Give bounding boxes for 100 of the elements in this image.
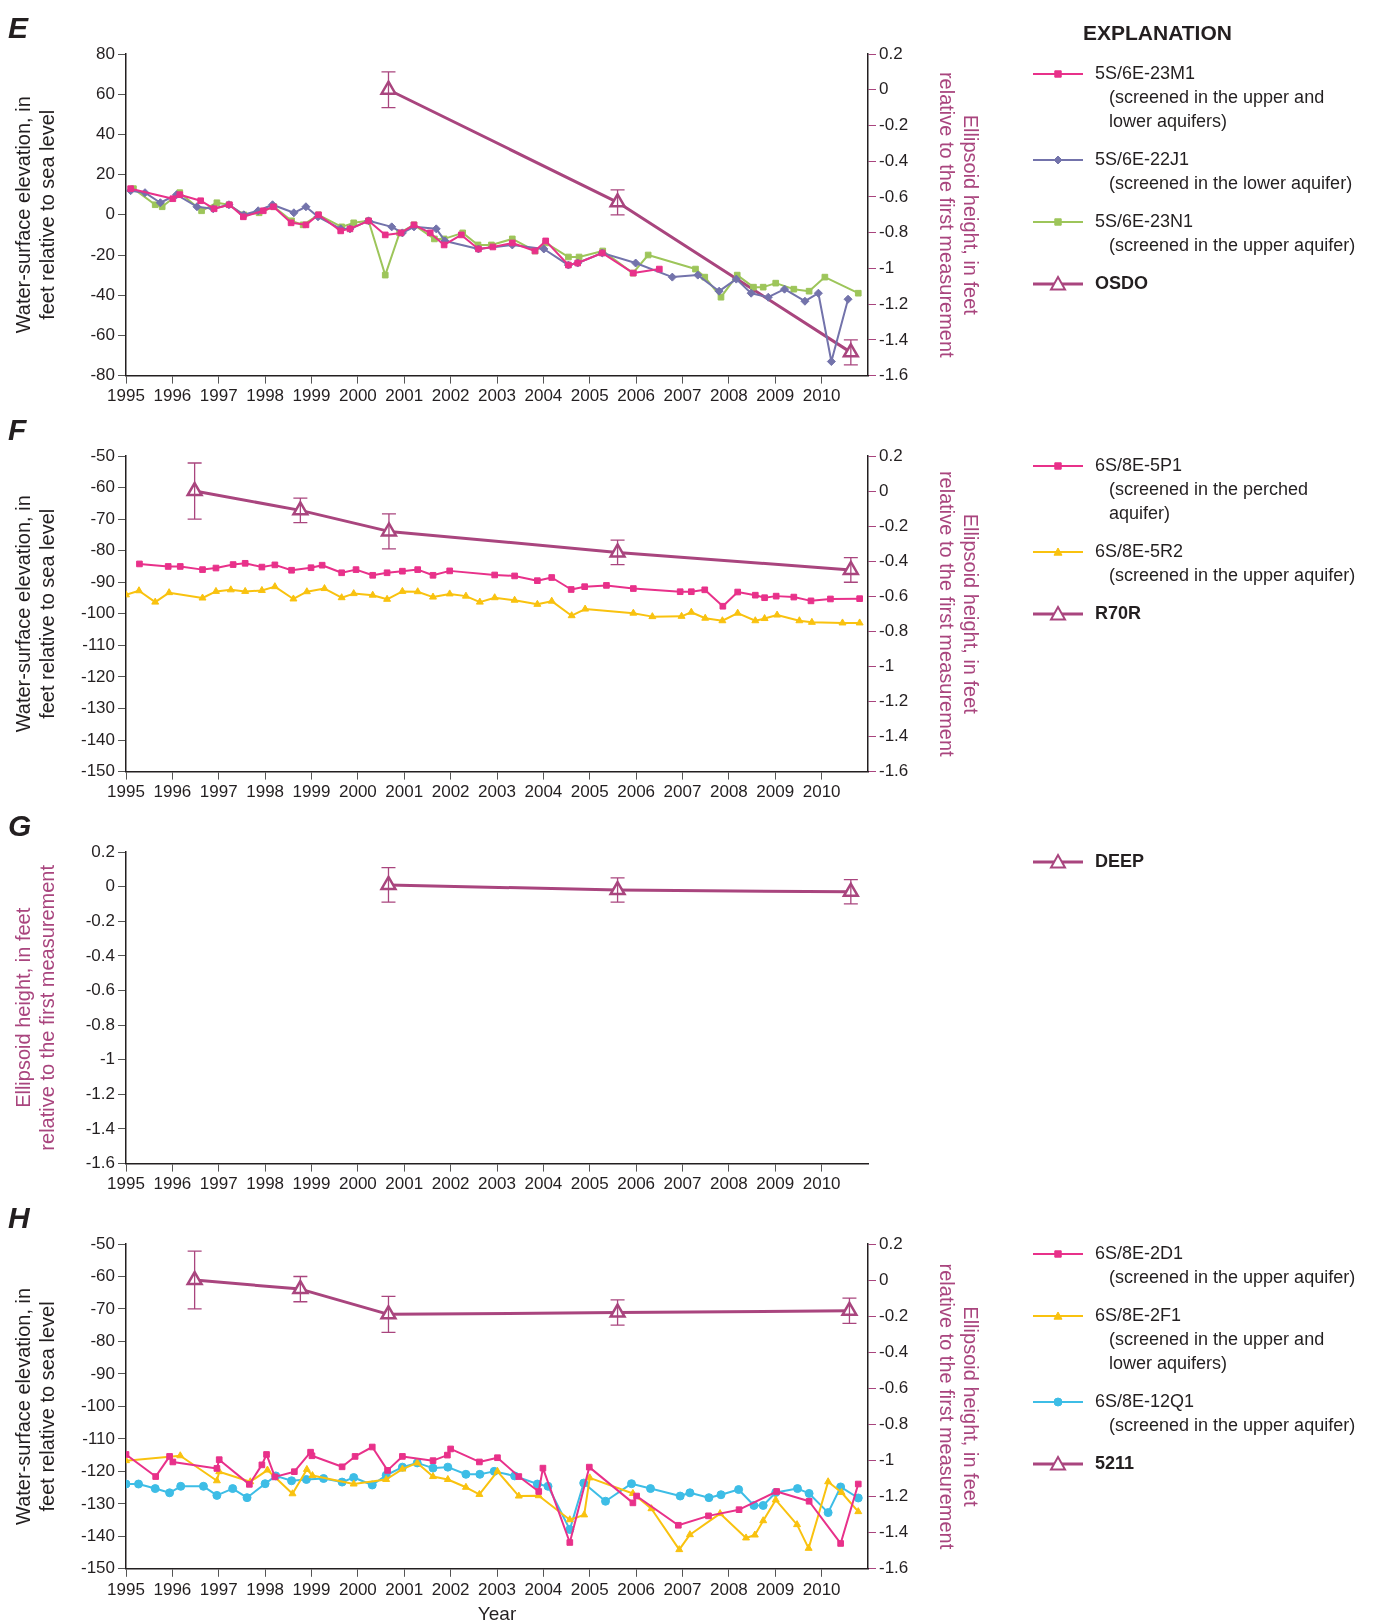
chart-title: H	[8, 1201, 31, 1235]
chart-title: G	[8, 809, 32, 843]
x-tick-label: 1996	[153, 1579, 192, 1599]
x-tick-label: 2001	[385, 782, 424, 802]
legend-label: OSDO	[1095, 272, 1149, 293]
x-tick-label: 2009	[756, 1579, 795, 1599]
x-tick-label: 1996	[153, 386, 192, 406]
x-tick-label: 2009	[756, 386, 795, 406]
y2-axis-title: Ellipsoid height, in feet relative to the first measurement	[936, 71, 983, 359]
y-tick-label: -0.4	[85, 945, 115, 965]
y2-tick-label: -0.2	[879, 515, 909, 535]
y2-axis-title: Ellipsoid height, in feet relative to the first measurement	[936, 470, 983, 758]
x-tick-label: 2000	[338, 1174, 377, 1194]
x-tick-label: 2007	[663, 782, 702, 802]
y-tick-label: -70	[90, 508, 115, 528]
y2-tick-label: -1.4	[879, 329, 909, 349]
x-tick-label: 2002	[431, 782, 470, 802]
x-tick-label: 2001	[385, 1579, 424, 1599]
y2-tick-label: -0.8	[879, 1414, 909, 1434]
y-tick-label: -120	[80, 1461, 115, 1481]
y-tick-label: -90	[90, 571, 115, 591]
legend-label: 5S/6E-22J1 (screened in the lower aquifer)	[1095, 148, 1353, 193]
x-tick-label: 1995	[107, 1174, 145, 1194]
chart-title: E	[8, 11, 29, 45]
x-tick-label: 2005	[570, 782, 609, 802]
y-axis-title: Water-surface elevation, in feet relative to sea level	[11, 96, 58, 334]
x-tick-label: 2007	[663, 1174, 702, 1194]
y2-tick-label: -1	[879, 656, 895, 676]
x-tick-label: 1998	[246, 386, 285, 406]
y-tick-label: -140	[80, 1526, 115, 1546]
x-tick-label: 1998	[246, 1174, 285, 1194]
y-tick-label: -50	[90, 445, 115, 465]
y-tick-label: -0.6	[85, 980, 115, 1000]
y-tick-label: -90	[90, 1363, 115, 1383]
x-tick-label: 1999	[292, 1579, 331, 1599]
x-tick-label: 1999	[292, 386, 331, 406]
x-tick-label: 1997	[199, 386, 238, 406]
y-tick-label: 0	[105, 876, 115, 896]
x-tick-label: 2010	[802, 1174, 841, 1194]
y-tick-label: 0	[105, 204, 115, 224]
x-tick-label: 2007	[663, 386, 702, 406]
y2-tick-label: -1.6	[879, 365, 909, 385]
x-tick-label: 2006	[617, 1579, 656, 1599]
x-tick-label: 2006	[617, 386, 656, 406]
x-tick-label: 2004	[524, 1579, 563, 1599]
x-tick-label: 1997	[199, 1174, 238, 1194]
y-tick-label: -60	[90, 477, 115, 497]
y2-tick-label: -0.4	[879, 550, 909, 570]
x-tick-label: 2004	[524, 782, 563, 802]
y-tick-label: -20	[90, 244, 115, 264]
y-tick-label: 20	[96, 164, 115, 184]
legend-label: 6S/8E-2F1 (screened in the upper and lower aquifers)	[1095, 1304, 1325, 1373]
y-tick-label: 40	[96, 124, 115, 144]
y-tick-label: -1.6	[85, 1153, 115, 1173]
y2-tick-label: -0.4	[879, 150, 909, 170]
y2-tick-label: -0.2	[879, 1305, 909, 1325]
y2-tick-label: -1.4	[879, 1522, 909, 1542]
y-tick-label: -120	[80, 666, 115, 686]
y-tick-label: -70	[90, 1298, 115, 1318]
y2-tick-label: -0.6	[879, 585, 909, 605]
y-tick-label: 0.2	[91, 841, 115, 861]
y-tick-label: -130	[80, 698, 115, 718]
y-tick-label: -80	[90, 1331, 115, 1351]
x-tick-label: 1998	[246, 782, 285, 802]
y2-tick-label: -0.8	[879, 621, 909, 641]
x-tick-label: 2010	[802, 1579, 841, 1599]
x-tick-label: 2003	[478, 1579, 516, 1599]
x-axis-title: Year	[477, 1602, 517, 1621]
x-tick-label: 2004	[524, 386, 563, 406]
x-tick-label: 1997	[199, 1579, 238, 1599]
legend-label: 6S/8E-2D1 (screened in the upper aquifer)	[1095, 1242, 1356, 1287]
y2-tick-label: 0	[879, 79, 889, 99]
x-tick-label: 1999	[292, 782, 331, 802]
y-tick-label: -60	[90, 325, 115, 345]
x-tick-label: 2000	[338, 386, 377, 406]
y-tick-label: -40	[90, 284, 115, 304]
x-tick-label: 1998	[246, 1579, 285, 1599]
y2-tick-label: 0.2	[879, 445, 903, 465]
x-tick-label: 2000	[338, 782, 377, 802]
y2-tick-label: -1.6	[879, 761, 909, 781]
legend-label: DEEP	[1095, 850, 1145, 871]
x-tick-label: 1999	[292, 1174, 331, 1194]
legend-label: 5S/6E-23M1 (screened in the upper and lower aquifers)	[1095, 62, 1325, 131]
y2-tick-label: -1.4	[879, 726, 909, 746]
x-tick-label: 2008	[709, 782, 748, 802]
x-tick-label: 2006	[617, 1174, 656, 1194]
x-tick-label: 2000	[338, 1579, 377, 1599]
y2-tick-label: -1.2	[879, 691, 909, 711]
x-tick-label: 2010	[802, 782, 841, 802]
x-tick-label: 2002	[431, 1174, 470, 1194]
x-tick-label: 1996	[153, 1174, 192, 1194]
x-tick-label: 2006	[617, 782, 656, 802]
y-tick-label: -80	[90, 540, 115, 560]
x-tick-label: 2005	[570, 1579, 609, 1599]
y2-tick-label: 0.2	[879, 1233, 903, 1253]
y-tick-label: 60	[96, 83, 115, 103]
y2-tick-label: -0.2	[879, 115, 909, 135]
y-tick-label: -60	[90, 1266, 115, 1286]
x-tick-label: 2005	[570, 386, 609, 406]
legend-label: 5211	[1095, 1452, 1135, 1473]
